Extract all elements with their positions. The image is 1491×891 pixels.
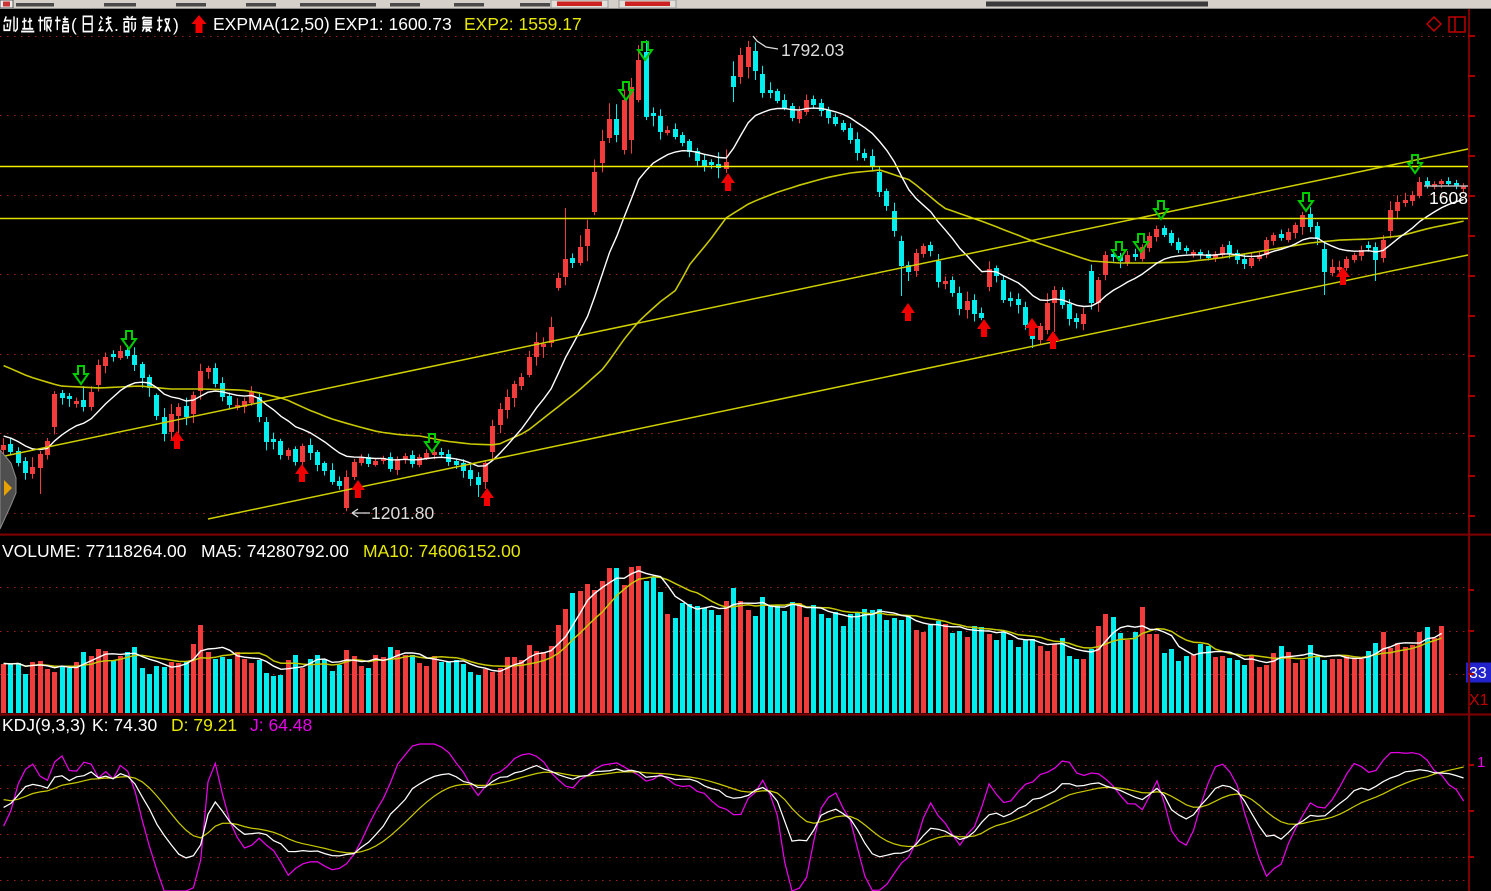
svg-text:(: (: [71, 15, 77, 35]
svg-text:KDJ(9,3,3): KDJ(9,3,3): [2, 715, 86, 735]
svg-text:1: 1: [1477, 754, 1485, 771]
svg-text:MA5: 74280792.00: MA5: 74280792.00: [201, 541, 349, 561]
svg-text:): ): [173, 15, 179, 35]
svg-text:33: 33: [1469, 665, 1487, 682]
svg-text:1201.80: 1201.80: [371, 503, 435, 523]
svg-text:1608: 1608: [1429, 188, 1468, 208]
svg-text:J: 64.48: J: 64.48: [250, 715, 312, 735]
svg-text:K: 74.30: K: 74.30: [92, 715, 157, 735]
svg-text:VOLUME: 77118264.00: VOLUME: 77118264.00: [2, 541, 187, 561]
svg-text:1792.03: 1792.03: [781, 40, 844, 60]
svg-text:X1: X1: [1469, 692, 1489, 709]
svg-text:D: 79.21: D: 79.21: [171, 715, 237, 735]
svg-text:EXP2: 1559.17: EXP2: 1559.17: [464, 14, 582, 34]
svg-text:EXP1: 1600.73: EXP1: 1600.73: [334, 14, 452, 34]
svg-text:EXPMA(12,50): EXPMA(12,50): [213, 14, 330, 34]
svg-text:.: .: [114, 15, 119, 35]
svg-text:MA10: 74606152.00: MA10: 74606152.00: [363, 541, 521, 561]
